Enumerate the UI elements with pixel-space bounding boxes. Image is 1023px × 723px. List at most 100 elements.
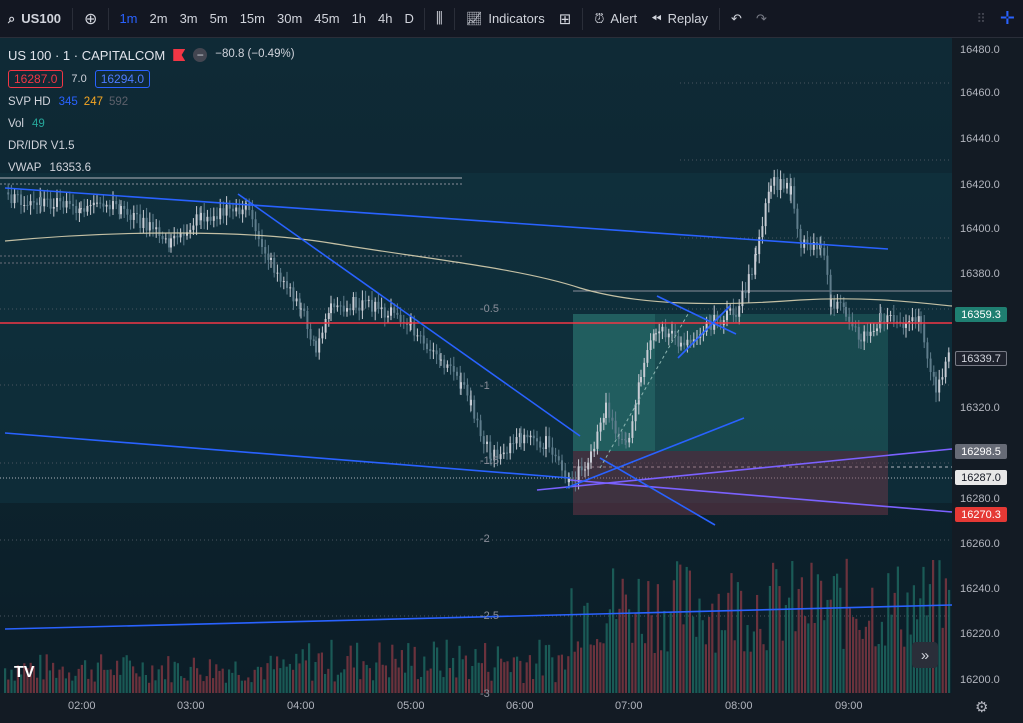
trendline[interactable] bbox=[569, 479, 953, 513]
redo-button[interactable]: ↷ bbox=[749, 0, 774, 38]
volume-bar bbox=[116, 660, 119, 693]
price-axis-label: 16380.0 bbox=[960, 268, 1000, 280]
candle-body bbox=[551, 447, 554, 455]
chart-style-button[interactable]: ⫼ bbox=[429, 0, 450, 38]
symbol-search-button[interactable]: ⌕ US100 bbox=[0, 0, 68, 38]
volume-bar bbox=[26, 668, 29, 693]
search-icon: ⌕ bbox=[8, 10, 16, 26]
sell-price-button[interactable]: 16287.0 bbox=[8, 70, 64, 88]
candle-body bbox=[637, 382, 640, 405]
interval-1h[interactable]: 1h bbox=[351, 11, 367, 26]
volume-bar bbox=[628, 609, 631, 693]
interval-45m[interactable]: 45m bbox=[314, 11, 340, 26]
trendline[interactable] bbox=[4, 187, 889, 250]
candle-body bbox=[46, 198, 49, 200]
dr-idr-row[interactable]: DR/IDR V1.5 bbox=[8, 136, 295, 158]
volume-bar bbox=[944, 578, 947, 693]
legend-panel: US 100 · 1 · CAPITALCOM − −80.8 (−0.49%)… bbox=[8, 44, 295, 180]
volume-bar bbox=[608, 609, 611, 693]
trendline[interactable] bbox=[565, 417, 745, 489]
candle-body bbox=[705, 322, 708, 332]
buy-price-button[interactable]: 16294.0 bbox=[94, 70, 151, 88]
candle-body bbox=[836, 301, 839, 309]
volume-bar bbox=[42, 679, 45, 693]
candle-body bbox=[330, 303, 332, 314]
candle-body bbox=[889, 314, 892, 316]
interval-D[interactable]: D bbox=[404, 11, 414, 26]
trendline[interactable] bbox=[536, 448, 953, 491]
volume-bar bbox=[71, 680, 74, 693]
trendline[interactable] bbox=[4, 432, 571, 479]
volume-bar bbox=[16, 665, 19, 693]
volume-bar bbox=[144, 674, 147, 693]
fib-level-label: -1.5 bbox=[480, 455, 499, 467]
trendline[interactable] bbox=[656, 295, 737, 335]
replay-button[interactable]: ⏪︎ Replay bbox=[644, 0, 715, 38]
candle-body bbox=[710, 323, 712, 330]
interval-3m[interactable]: 3m bbox=[179, 11, 198, 26]
vol-row[interactable]: Vol 49 bbox=[8, 114, 295, 136]
undo-button[interactable]: ↶ bbox=[724, 0, 749, 38]
add-symbol-button[interactable]: ⊕ bbox=[77, 0, 104, 38]
volume-bar bbox=[493, 667, 496, 693]
long-position-profit-zone[interactable] bbox=[573, 314, 888, 451]
chart-pane[interactable]: US 100 · 1 · CAPITALCOM − −80.8 (−0.49%)… bbox=[0, 38, 1023, 723]
volume-bar bbox=[288, 663, 291, 693]
layout-button[interactable]: ⊞ bbox=[552, 0, 579, 38]
volume-bar bbox=[10, 669, 13, 693]
interval-30m[interactable]: 30m bbox=[276, 11, 303, 26]
flag-icon[interactable] bbox=[173, 49, 186, 61]
gear-icon[interactable]: ⚙︎ bbox=[975, 699, 989, 716]
candle-body bbox=[686, 339, 689, 346]
vwap-row[interactable]: VWAP 16353.6 bbox=[8, 158, 295, 180]
volume-bar bbox=[372, 680, 375, 693]
volume-bar bbox=[605, 623, 608, 693]
indicators-button[interactable]: 📈︎ Indicators bbox=[459, 0, 552, 38]
top-toolbar: ⌕ US100 ⊕ 1m 2m 3m 5m 15m 30m 45m 1h 4h D ⫼ 📈︎ In… bbox=[0, 0, 1023, 38]
collapse-icon[interactable]: − bbox=[193, 48, 208, 62]
volume-bar bbox=[503, 662, 506, 693]
volume-bar bbox=[781, 640, 784, 693]
trendline[interactable] bbox=[4, 604, 953, 630]
volume-bar bbox=[384, 665, 387, 693]
candle-body bbox=[189, 229, 192, 233]
candle-body bbox=[339, 305, 342, 307]
alert-button[interactable]: ⏰︎ Alert bbox=[587, 0, 644, 38]
candle-body bbox=[926, 342, 929, 359]
scroll-to-realtime-button[interactable]: » bbox=[912, 642, 938, 668]
candle-body bbox=[364, 300, 367, 302]
volume-bar bbox=[61, 666, 64, 693]
tradingview-logo[interactable]: TV bbox=[14, 664, 35, 681]
candle-body bbox=[105, 204, 108, 207]
volume-bar bbox=[759, 628, 762, 693]
interval-1m[interactable]: 1m bbox=[119, 11, 138, 26]
price-chart[interactable] bbox=[0, 38, 1023, 723]
volume-bar bbox=[756, 594, 759, 693]
candle-body bbox=[49, 198, 52, 209]
interval-15m[interactable]: 15m bbox=[239, 11, 265, 26]
volume-bar bbox=[400, 650, 403, 693]
candle-body bbox=[779, 179, 782, 191]
volume-bar bbox=[135, 673, 138, 693]
interval-2m[interactable]: 2m bbox=[149, 11, 168, 26]
interval-5m[interactable]: 5m bbox=[209, 11, 228, 26]
trendline[interactable] bbox=[599, 457, 716, 526]
svp-row[interactable]: SVP HD 345 247 592 bbox=[8, 92, 295, 114]
interval-list: 1m 2m 3m 5m 15m 30m 45m 1h 4h D bbox=[113, 11, 419, 26]
volume-bar bbox=[237, 674, 240, 693]
candle-body bbox=[361, 300, 364, 311]
crosshair-icon[interactable]: ✛ bbox=[999, 8, 1015, 28]
vwap-line[interactable] bbox=[4, 232, 953, 307]
time-axis-label: 05:00 bbox=[397, 700, 425, 712]
drag-handle-icon[interactable]: ⠿ bbox=[976, 10, 986, 26]
volume-bar bbox=[845, 558, 848, 693]
volume-bar bbox=[839, 587, 842, 693]
volume-bar bbox=[263, 679, 266, 693]
long-position-loss-zone[interactable] bbox=[573, 451, 888, 515]
trendline[interactable] bbox=[677, 305, 731, 359]
trendline[interactable] bbox=[237, 193, 581, 437]
interval-4h[interactable]: 4h bbox=[378, 11, 393, 26]
volume-bar bbox=[77, 668, 80, 693]
candle-body bbox=[23, 204, 26, 206]
volume-bar bbox=[250, 682, 253, 693]
